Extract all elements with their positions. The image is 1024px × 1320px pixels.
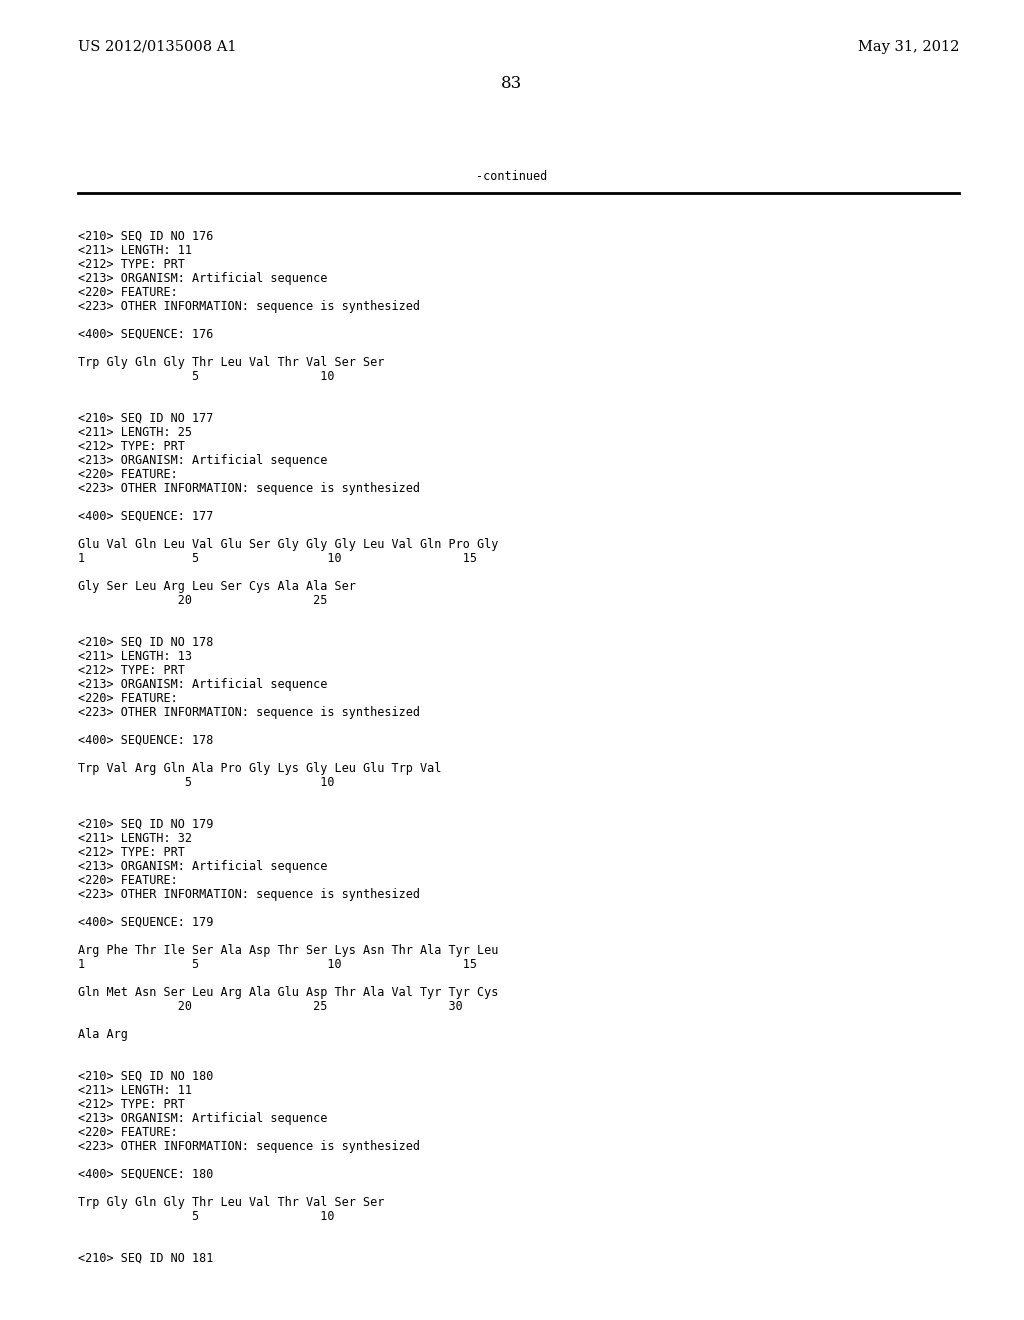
Text: -continued: -continued	[476, 170, 548, 183]
Text: Glu Val Gln Leu Val Glu Ser Gly Gly Gly Leu Val Gln Pro Gly: Glu Val Gln Leu Val Glu Ser Gly Gly Gly …	[78, 539, 499, 550]
Text: Ala Arg: Ala Arg	[78, 1028, 128, 1041]
Text: <211> LENGTH: 11: <211> LENGTH: 11	[78, 244, 193, 257]
Text: <211> LENGTH: 25: <211> LENGTH: 25	[78, 426, 193, 440]
Text: <400> SEQUENCE: 176: <400> SEQUENCE: 176	[78, 327, 213, 341]
Text: <211> LENGTH: 11: <211> LENGTH: 11	[78, 1084, 193, 1097]
Text: <211> LENGTH: 32: <211> LENGTH: 32	[78, 832, 193, 845]
Text: <211> LENGTH: 13: <211> LENGTH: 13	[78, 649, 193, 663]
Text: Trp Gly Gln Gly Thr Leu Val Thr Val Ser Ser: Trp Gly Gln Gly Thr Leu Val Thr Val Ser …	[78, 356, 384, 370]
Text: Gly Ser Leu Arg Leu Ser Cys Ala Ala Ser: Gly Ser Leu Arg Leu Ser Cys Ala Ala Ser	[78, 579, 356, 593]
Text: <220> FEATURE:: <220> FEATURE:	[78, 469, 178, 480]
Text: Trp Val Arg Gln Ala Pro Gly Lys Gly Leu Glu Trp Val: Trp Val Arg Gln Ala Pro Gly Lys Gly Leu …	[78, 762, 441, 775]
Text: <220> FEATURE:: <220> FEATURE:	[78, 692, 178, 705]
Text: 5                 10: 5 10	[78, 1210, 335, 1224]
Text: <213> ORGANISM: Artificial sequence: <213> ORGANISM: Artificial sequence	[78, 272, 328, 285]
Text: <210> SEQ ID NO 179: <210> SEQ ID NO 179	[78, 818, 213, 832]
Text: <223> OTHER INFORMATION: sequence is synthesized: <223> OTHER INFORMATION: sequence is syn…	[78, 300, 420, 313]
Text: US 2012/0135008 A1: US 2012/0135008 A1	[78, 40, 237, 54]
Text: 83: 83	[502, 75, 522, 92]
Text: 20                 25                 30: 20 25 30	[78, 1001, 463, 1012]
Text: <220> FEATURE:: <220> FEATURE:	[78, 286, 178, 300]
Text: <212> TYPE: PRT: <212> TYPE: PRT	[78, 257, 185, 271]
Text: <210> SEQ ID NO 181: <210> SEQ ID NO 181	[78, 1251, 213, 1265]
Text: <223> OTHER INFORMATION: sequence is synthesized: <223> OTHER INFORMATION: sequence is syn…	[78, 888, 420, 902]
Text: 5                 10: 5 10	[78, 370, 335, 383]
Text: <212> TYPE: PRT: <212> TYPE: PRT	[78, 1098, 185, 1111]
Text: <210> SEQ ID NO 178: <210> SEQ ID NO 178	[78, 636, 213, 649]
Text: <213> ORGANISM: Artificial sequence: <213> ORGANISM: Artificial sequence	[78, 861, 328, 873]
Text: Arg Phe Thr Ile Ser Ala Asp Thr Ser Lys Asn Thr Ala Tyr Leu: Arg Phe Thr Ile Ser Ala Asp Thr Ser Lys …	[78, 944, 499, 957]
Text: Trp Gly Gln Gly Thr Leu Val Thr Val Ser Ser: Trp Gly Gln Gly Thr Leu Val Thr Val Ser …	[78, 1196, 384, 1209]
Text: <213> ORGANISM: Artificial sequence: <213> ORGANISM: Artificial sequence	[78, 1111, 328, 1125]
Text: <400> SEQUENCE: 180: <400> SEQUENCE: 180	[78, 1168, 213, 1181]
Text: <220> FEATURE:: <220> FEATURE:	[78, 874, 178, 887]
Text: 1               5                  10                 15: 1 5 10 15	[78, 552, 477, 565]
Text: <400> SEQUENCE: 179: <400> SEQUENCE: 179	[78, 916, 213, 929]
Text: <223> OTHER INFORMATION: sequence is synthesized: <223> OTHER INFORMATION: sequence is syn…	[78, 482, 420, 495]
Text: <213> ORGANISM: Artificial sequence: <213> ORGANISM: Artificial sequence	[78, 678, 328, 690]
Text: <220> FEATURE:: <220> FEATURE:	[78, 1126, 178, 1139]
Text: <212> TYPE: PRT: <212> TYPE: PRT	[78, 846, 185, 859]
Text: 20                 25: 20 25	[78, 594, 328, 607]
Text: <210> SEQ ID NO 176: <210> SEQ ID NO 176	[78, 230, 213, 243]
Text: <400> SEQUENCE: 177: <400> SEQUENCE: 177	[78, 510, 213, 523]
Text: <212> TYPE: PRT: <212> TYPE: PRT	[78, 440, 185, 453]
Text: <210> SEQ ID NO 177: <210> SEQ ID NO 177	[78, 412, 213, 425]
Text: May 31, 2012: May 31, 2012	[858, 40, 959, 54]
Text: 1               5                  10                 15: 1 5 10 15	[78, 958, 477, 972]
Text: Gln Met Asn Ser Leu Arg Ala Glu Asp Thr Ala Val Tyr Tyr Cys: Gln Met Asn Ser Leu Arg Ala Glu Asp Thr …	[78, 986, 499, 999]
Text: 5                  10: 5 10	[78, 776, 335, 789]
Text: <223> OTHER INFORMATION: sequence is synthesized: <223> OTHER INFORMATION: sequence is syn…	[78, 706, 420, 719]
Text: <212> TYPE: PRT: <212> TYPE: PRT	[78, 664, 185, 677]
Text: <213> ORGANISM: Artificial sequence: <213> ORGANISM: Artificial sequence	[78, 454, 328, 467]
Text: <223> OTHER INFORMATION: sequence is synthesized: <223> OTHER INFORMATION: sequence is syn…	[78, 1140, 420, 1152]
Text: <400> SEQUENCE: 178: <400> SEQUENCE: 178	[78, 734, 213, 747]
Text: <210> SEQ ID NO 180: <210> SEQ ID NO 180	[78, 1071, 213, 1082]
